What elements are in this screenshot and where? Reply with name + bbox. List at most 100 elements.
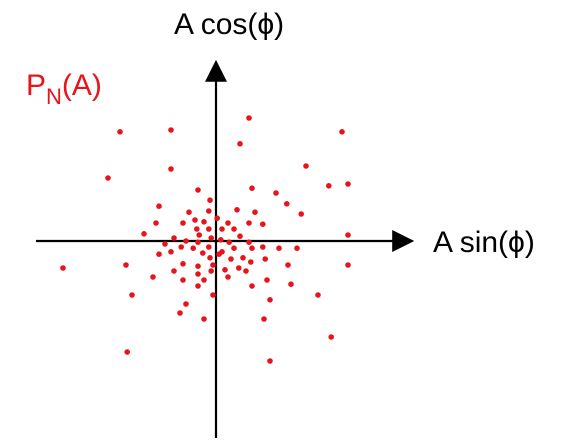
scatter-point	[192, 217, 198, 223]
scatter-point	[262, 256, 269, 262]
scatter-point	[195, 283, 201, 289]
scatter-point	[249, 185, 255, 191]
x-axis-label: A sin(ϕ)	[433, 226, 535, 259]
scatter-point	[208, 235, 214, 241]
distribution-label-main: P	[26, 69, 46, 102]
scatter-point	[315, 292, 321, 298]
scatter-point	[210, 262, 216, 268]
scatter-point	[345, 181, 351, 187]
scatter-point	[201, 219, 207, 225]
scatter-point	[206, 244, 212, 250]
scatter-point	[180, 261, 186, 267]
scatter-point	[276, 245, 282, 251]
scatter-point	[303, 163, 309, 169]
y-axis-label: A cos(ϕ)	[174, 8, 284, 41]
scatter-point	[298, 211, 305, 217]
scatter-point	[150, 274, 156, 280]
scatter-point	[196, 232, 202, 238]
scatter-point	[249, 283, 255, 289]
scatter-point	[231, 226, 237, 232]
scatter-point	[177, 310, 183, 316]
scatter-point	[328, 334, 335, 340]
scatter-point	[195, 263, 201, 270]
scatter-point	[168, 166, 174, 172]
scatter-point	[234, 207, 240, 213]
scatter-point	[201, 316, 207, 322]
scatter-point	[180, 277, 186, 283]
scatter-point	[345, 262, 351, 268]
scatter-point	[267, 297, 273, 303]
scatter-point	[207, 197, 213, 203]
scatter-point	[294, 245, 300, 251]
scatter-point	[237, 141, 243, 147]
scatter-point	[180, 220, 186, 226]
scatter-point	[260, 244, 266, 250]
scatter-point	[156, 251, 162, 257]
scatter-point	[216, 251, 222, 257]
scatter-point	[237, 233, 243, 239]
scatter-point	[141, 231, 147, 237]
scatter-point	[201, 277, 207, 283]
scatter-point	[206, 226, 212, 232]
scatter-point	[123, 262, 129, 268]
scatter-point	[168, 249, 174, 255]
scatter-point	[195, 187, 201, 193]
scatter-point	[105, 175, 111, 181]
scatter-point	[285, 262, 291, 268]
scatter-point	[168, 127, 174, 133]
scatter-point	[339, 129, 345, 135]
scatter-point	[261, 316, 267, 322]
scatter-point	[208, 268, 214, 274]
scatter-point	[206, 208, 212, 214]
scatter-point	[183, 238, 189, 244]
scatter-point	[200, 250, 206, 256]
scatter-point	[210, 292, 216, 298]
scatter-point	[162, 241, 168, 247]
scatter-point	[273, 190, 279, 196]
scatter-point	[214, 215, 220, 221]
scatter-point	[231, 245, 237, 251]
scatter-point	[236, 265, 242, 271]
scatter-point	[186, 209, 192, 215]
scatter-point	[117, 129, 123, 135]
scatter-point	[153, 220, 159, 226]
scatter-point	[129, 292, 135, 298]
scatter-point	[171, 235, 177, 241]
scatter-point	[246, 220, 252, 226]
distribution-label: PN(A)	[26, 69, 102, 109]
scatter-point	[260, 221, 266, 227]
scatter-point	[288, 281, 294, 288]
scatter-point	[218, 237, 224, 243]
scatter-point	[60, 265, 66, 271]
scatter-point	[284, 201, 290, 207]
scatter-point	[195, 239, 201, 245]
scatter-point	[124, 349, 130, 355]
scatter-point	[248, 259, 254, 265]
distribution-label-argument: (A)	[62, 69, 102, 102]
scatter-point	[228, 256, 234, 262]
scatter-point	[243, 268, 249, 274]
scatter-point	[225, 220, 231, 226]
scatter-point	[267, 358, 273, 364]
scatter-point	[195, 271, 201, 277]
scatter-point	[252, 209, 258, 215]
scatter-point	[225, 274, 231, 280]
scatter-point	[249, 245, 255, 251]
scatter-point	[222, 267, 228, 273]
scatter-point	[183, 301, 189, 307]
scatter-point	[264, 277, 270, 283]
scatter-point	[156, 203, 162, 209]
scatter-point	[207, 254, 213, 261]
scatter-point	[226, 239, 232, 245]
scatter-points	[60, 115, 351, 364]
scatter-point	[240, 254, 246, 261]
scatter-point	[246, 239, 252, 245]
scatter-point	[190, 245, 196, 251]
scatter-point	[178, 244, 184, 250]
scatter-point	[194, 226, 200, 232]
scatter-point	[345, 232, 351, 238]
scatter-point	[326, 183, 332, 189]
scatter-point	[246, 115, 252, 121]
distribution-label-subscript: N	[46, 84, 62, 109]
